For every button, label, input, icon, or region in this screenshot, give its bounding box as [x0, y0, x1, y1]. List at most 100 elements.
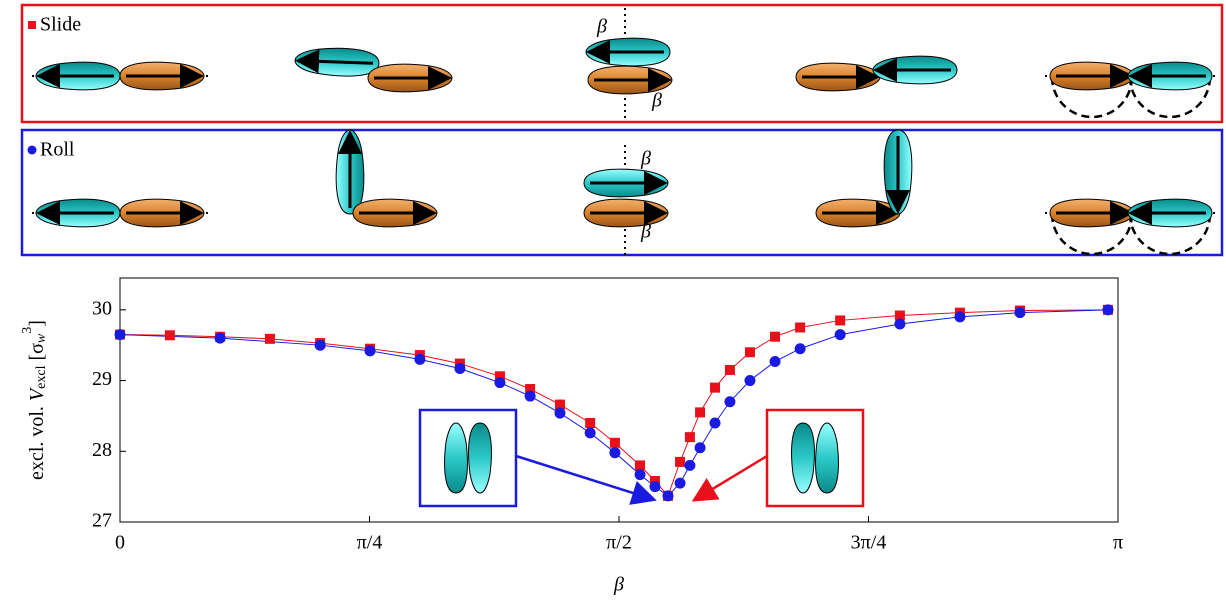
particle: [815, 198, 901, 228]
particle-body: [791, 422, 815, 494]
data-point: [314, 339, 326, 351]
y-axis-label-part: ]: [26, 320, 48, 327]
data-point: [894, 318, 906, 330]
angle-arc: [1050, 76, 1134, 119]
panel-frame: [20, 128, 1224, 257]
particle: [119, 198, 205, 228]
data-point: [634, 469, 646, 481]
particle: [872, 55, 958, 85]
particle: [585, 37, 671, 67]
particle: [367, 63, 453, 93]
data-point: [494, 377, 506, 389]
y-axis-label-part: V: [26, 386, 48, 401]
data-point: [1014, 307, 1026, 319]
particle: [883, 129, 913, 215]
particle: [35, 198, 121, 228]
particle: [1049, 61, 1135, 91]
particle: [1127, 198, 1213, 228]
data-point: [1102, 304, 1114, 316]
data-point: [662, 490, 674, 502]
plot-frame: [119, 277, 1119, 523]
panel-frame: [20, 3, 1224, 124]
data-point: [724, 364, 735, 375]
y-tick-label: 30: [92, 297, 112, 319]
data-point: [674, 477, 686, 489]
y-axis-label-part: 3: [20, 327, 35, 334]
y-tick-label: 27: [92, 510, 112, 532]
data-point: [675, 456, 686, 467]
data-point: [744, 347, 755, 358]
data-point: [649, 481, 661, 493]
particle: [587, 65, 673, 95]
illustrations: Slide Roll β β β β: [20, 3, 1224, 257]
y-axis-label-part: excl. vol.: [26, 401, 48, 480]
angle-label: β: [640, 221, 651, 243]
data-point: [694, 442, 706, 454]
data-point: [769, 355, 781, 367]
particle: [35, 61, 121, 91]
panel-label: Slide: [40, 14, 81, 36]
inset-arrow: [691, 454, 768, 502]
data-point: [525, 384, 536, 395]
data-point: [770, 331, 781, 342]
y-axis-label-part: w: [34, 333, 49, 343]
data-point: [554, 407, 566, 419]
inset-frame: [765, 408, 865, 508]
particle: [1127, 61, 1213, 91]
y-axis-label: excl. vol. Vexcl [σw3]: [20, 320, 49, 480]
particle-body: [444, 422, 468, 494]
inset-arrow: [515, 454, 657, 505]
data-point: [649, 475, 660, 486]
data-point: [684, 432, 695, 443]
y-axis-label-part: [σ: [26, 343, 48, 366]
data-point: [494, 371, 505, 382]
data-point: [364, 345, 376, 357]
inset-particle: [444, 422, 468, 494]
data-point: [414, 353, 426, 365]
data-point: [695, 407, 706, 418]
data-point: [724, 396, 736, 408]
particle: [294, 47, 380, 77]
y-axis-label-part: excl: [34, 365, 49, 388]
particle: [335, 129, 365, 215]
data-point: [834, 329, 846, 341]
angle-label: β: [640, 148, 651, 170]
angle-arc: [1050, 213, 1134, 256]
particle: [1049, 198, 1135, 228]
particle: [119, 61, 205, 91]
data-point: [609, 437, 620, 448]
data-point: [584, 427, 596, 439]
data-point: [585, 417, 596, 428]
angle-label: β: [596, 16, 607, 38]
data-point: [524, 390, 536, 402]
particle: [583, 198, 669, 228]
data-point: [894, 310, 905, 321]
panel-marker: [28, 21, 36, 29]
x-tick-label: 3π/4: [851, 532, 887, 554]
x-axis-label: β: [613, 574, 624, 596]
particle-body: [468, 422, 492, 494]
angle-arc: [1128, 213, 1212, 256]
x-tick-label: π/2: [606, 532, 632, 554]
particle-arrow: [295, 49, 374, 74]
data-point: [709, 417, 721, 429]
data-point: [744, 375, 756, 387]
x-tick-label: π/4: [357, 532, 383, 554]
data-point: [264, 333, 275, 344]
particle: [795, 62, 881, 92]
x-tick-label: π: [1113, 532, 1123, 554]
angle-label: β: [651, 90, 662, 112]
data-point: [114, 329, 126, 341]
particle-body: [815, 422, 839, 494]
data-point: [454, 363, 466, 375]
data-point: [835, 315, 846, 326]
data-point: [794, 343, 806, 355]
x-tick-label: 0: [115, 532, 125, 554]
data-point: [684, 459, 696, 471]
inset-particle: [791, 422, 815, 494]
data-point: [954, 311, 966, 323]
inset-particle: [468, 422, 492, 494]
plot: 27 28 29 30 0 π/4 π/2 3π/4 π β excl. vol. Vexcl [σ…: [20, 277, 1123, 596]
angle-arc: [1128, 76, 1212, 119]
